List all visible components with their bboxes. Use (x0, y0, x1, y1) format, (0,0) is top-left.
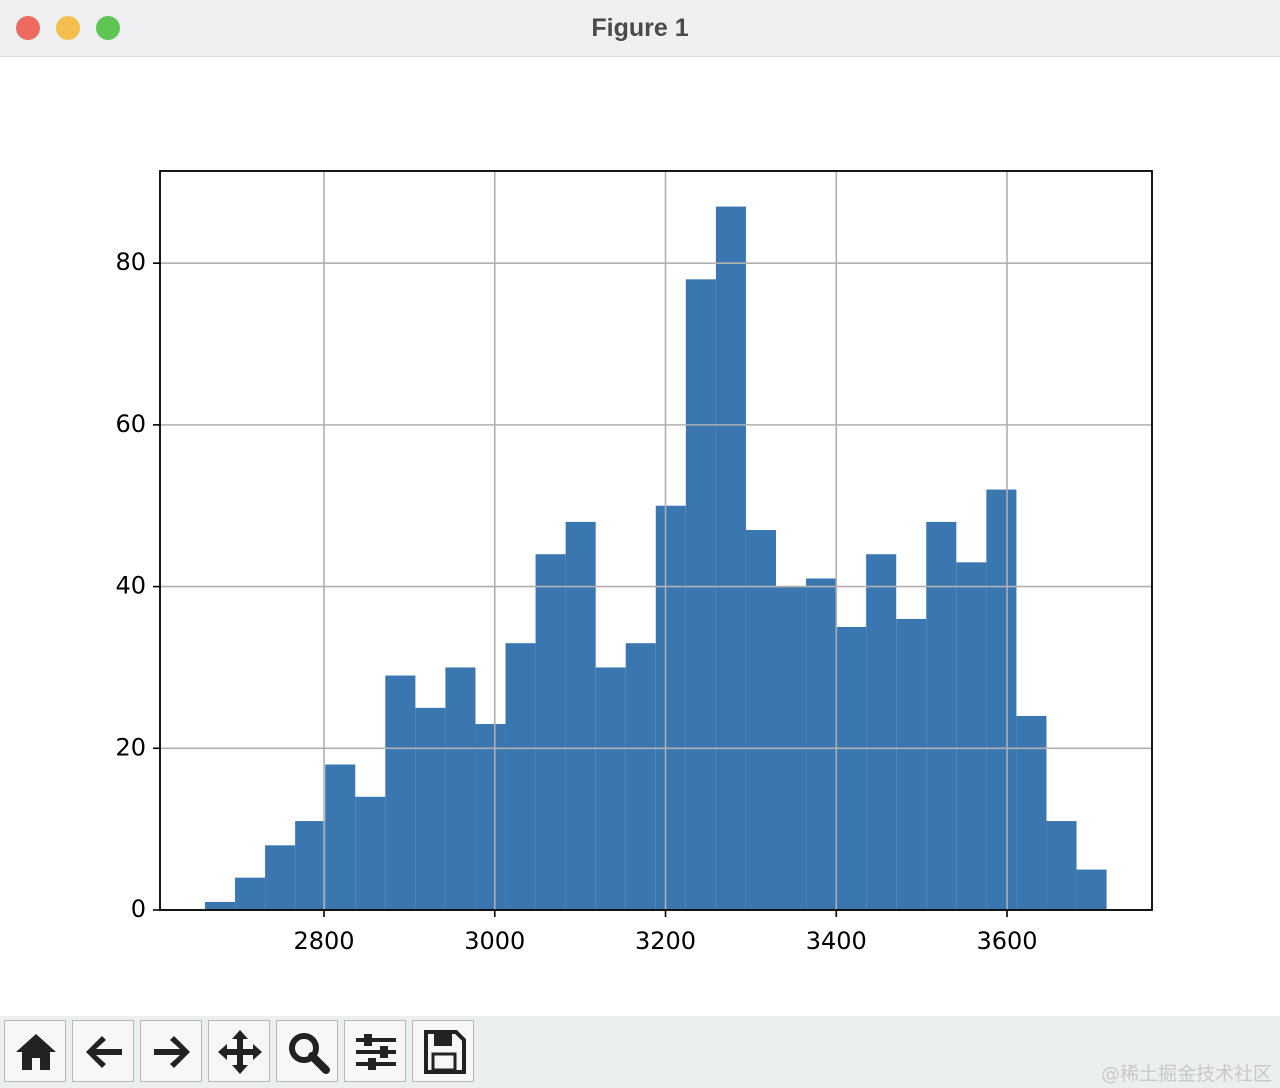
toolbar (0, 1016, 1280, 1088)
bar (595, 667, 626, 910)
minimize-button[interactable] (56, 16, 80, 40)
back-button[interactable] (72, 1020, 134, 1082)
x-tick-label: 3600 (976, 927, 1037, 955)
bar (415, 707, 446, 910)
bar (896, 618, 927, 910)
forward-button[interactable] (140, 1020, 202, 1082)
y-tick-label: 60 (115, 410, 146, 438)
bar (655, 505, 686, 910)
close-button[interactable] (16, 16, 40, 40)
watermark: @稀土掘金技术社区 (1100, 1063, 1272, 1085)
zoom-tool-button[interactable] (276, 1020, 338, 1082)
pan-button[interactable] (208, 1020, 270, 1082)
bar (565, 521, 596, 910)
x-tick-label: 3400 (806, 927, 867, 955)
y-tick-label: 0 (131, 895, 146, 923)
bar (505, 643, 536, 910)
bar (325, 764, 356, 910)
x-tick-label: 3000 (464, 927, 525, 955)
bar (1076, 869, 1107, 910)
bar (265, 845, 296, 910)
bar (475, 724, 506, 910)
y-tick-label: 20 (115, 733, 146, 761)
y-tick-label: 80 (115, 248, 146, 276)
bar (385, 675, 416, 910)
bar (836, 627, 867, 910)
bar (1046, 821, 1077, 910)
home-button[interactable] (4, 1020, 66, 1082)
y-tick-label: 40 (115, 572, 146, 600)
bar (685, 279, 716, 911)
chart: 2800 3000 3200 3400 3600 0 20 40 60 80 (115, 170, 1153, 955)
bar (926, 521, 957, 910)
plot-frame (159, 170, 1153, 911)
bar (956, 562, 987, 910)
bar (745, 529, 776, 910)
bar (1016, 715, 1047, 910)
bar (204, 901, 236, 910)
bar (625, 643, 656, 910)
bar (535, 554, 566, 910)
bar (295, 821, 326, 910)
bar (806, 578, 837, 910)
x-tick-label: 2800 (293, 927, 354, 955)
x-tick-label: 3200 (635, 927, 696, 955)
bar (866, 554, 897, 910)
bar (986, 489, 1017, 910)
bar (235, 877, 266, 910)
save-button[interactable] (412, 1020, 474, 1082)
title-bar: Figure 1 (0, 0, 1280, 57)
bar (715, 206, 746, 910)
bar (355, 796, 386, 910)
configure-button[interactable] (344, 1020, 406, 1082)
window-title: Figure 1 (591, 14, 689, 42)
zoom-button[interactable] (96, 16, 120, 40)
bar (445, 667, 476, 910)
